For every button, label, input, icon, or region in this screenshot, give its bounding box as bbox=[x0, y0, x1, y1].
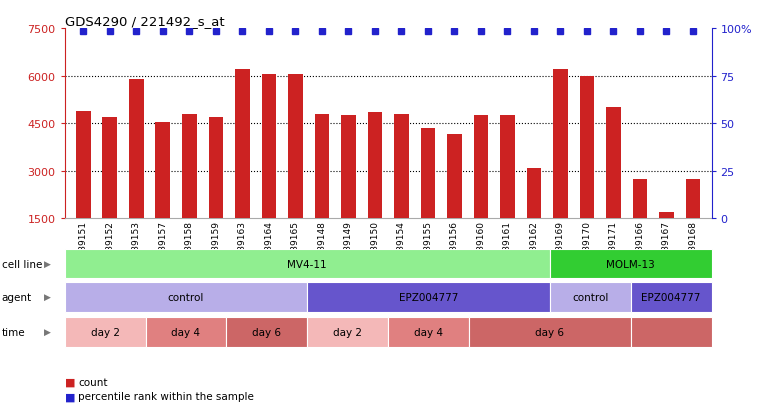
Bar bbox=[314, 114, 329, 219]
Bar bbox=[103, 118, 117, 219]
Text: day 2: day 2 bbox=[333, 327, 362, 337]
Text: GDS4290 / 221492_s_at: GDS4290 / 221492_s_at bbox=[65, 15, 224, 28]
Bar bbox=[447, 135, 462, 219]
Bar bbox=[553, 70, 568, 219]
Text: ▶: ▶ bbox=[44, 328, 51, 337]
Text: ■: ■ bbox=[65, 392, 75, 401]
Text: agent: agent bbox=[2, 292, 32, 302]
Bar bbox=[500, 116, 514, 219]
Text: MV4-11: MV4-11 bbox=[288, 259, 327, 269]
Bar bbox=[262, 75, 276, 219]
Bar bbox=[607, 108, 621, 219]
Bar bbox=[129, 80, 144, 219]
Text: EPZ004777: EPZ004777 bbox=[399, 292, 458, 302]
Bar bbox=[421, 128, 435, 219]
Bar bbox=[235, 70, 250, 219]
Bar bbox=[686, 179, 700, 219]
Bar bbox=[155, 122, 170, 219]
Text: day 4: day 4 bbox=[414, 327, 443, 337]
Bar bbox=[473, 116, 489, 219]
Text: EPZ004777: EPZ004777 bbox=[642, 292, 701, 302]
Bar bbox=[182, 114, 196, 219]
Bar bbox=[76, 111, 91, 219]
Text: percentile rank within the sample: percentile rank within the sample bbox=[78, 392, 254, 401]
Bar bbox=[659, 213, 673, 219]
Bar bbox=[209, 118, 223, 219]
Text: control: control bbox=[572, 292, 609, 302]
Text: ■: ■ bbox=[65, 377, 75, 387]
Text: day 2: day 2 bbox=[91, 327, 119, 337]
Text: control: control bbox=[167, 292, 204, 302]
Text: MOLM-13: MOLM-13 bbox=[607, 259, 655, 269]
Bar bbox=[527, 168, 541, 219]
Text: ▶: ▶ bbox=[44, 259, 51, 268]
Text: day 6: day 6 bbox=[535, 327, 565, 337]
Bar bbox=[288, 75, 303, 219]
Bar bbox=[632, 179, 648, 219]
Text: time: time bbox=[2, 327, 25, 337]
Bar bbox=[368, 113, 382, 219]
Text: ▶: ▶ bbox=[44, 292, 51, 301]
Text: day 4: day 4 bbox=[171, 327, 200, 337]
Text: count: count bbox=[78, 377, 108, 387]
Bar bbox=[341, 116, 355, 219]
Text: cell line: cell line bbox=[2, 259, 42, 269]
Bar bbox=[394, 114, 409, 219]
Bar bbox=[580, 76, 594, 219]
Text: day 6: day 6 bbox=[253, 327, 282, 337]
